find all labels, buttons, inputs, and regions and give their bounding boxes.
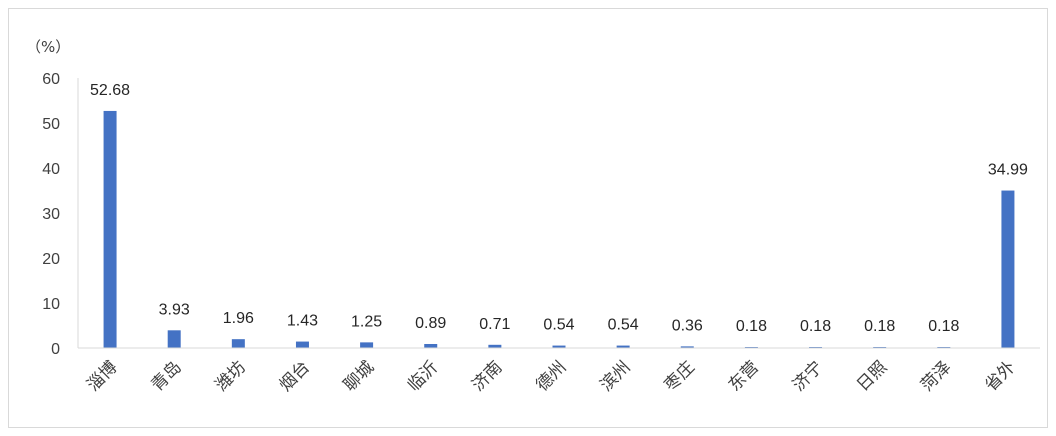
x-tick-label: 济宁 [789, 357, 827, 395]
data-label: 0.89 [415, 315, 446, 332]
y-axis-unit-label: （%） [26, 38, 70, 56]
y-tick-label: 50 [42, 116, 60, 133]
data-label: 1.96 [223, 310, 254, 327]
x-tick-label: 济南 [468, 357, 506, 395]
x-axis: 淄博 青岛 潍坊 烟台 聊城 临沂 济南 德州 滨州 枣庄 东营 济宁 日照 菏泽 省外 [78, 347, 1040, 396]
data-label: 3.93 [159, 301, 190, 318]
bar [1001, 190, 1015, 348]
bar [360, 342, 374, 348]
data-label: 34.99 [988, 162, 1028, 179]
data-label: 0.18 [864, 318, 895, 335]
bar [103, 110, 117, 348]
data-labels: 52.68 3.93 1.96 1.43 1.25 0.89 0.71 0.54 0.54 0.3… [90, 82, 1028, 335]
data-label: 0.18 [736, 318, 767, 335]
data-label: 0.54 [608, 317, 639, 334]
x-tick-label: 日照 [853, 357, 891, 395]
x-tick-label: 枣庄 [661, 357, 699, 395]
x-tick-label: 菏泽 [917, 357, 955, 395]
x-tick-label: 滨州 [596, 357, 634, 395]
x-tick-label: 青岛 [148, 357, 186, 395]
y-tick-label: 10 [42, 296, 60, 313]
x-tick-label: 省外 [981, 357, 1019, 395]
chart-frame [8, 8, 1048, 428]
bar [552, 345, 566, 348]
data-label: 0.36 [672, 317, 703, 334]
bar [167, 330, 181, 348]
bar [295, 341, 309, 348]
y-axis: 0 10 20 30 40 50 60 [42, 71, 79, 358]
x-tick-label: 淄博 [83, 357, 121, 395]
x-tick-label: 聊城 [340, 357, 378, 395]
data-label: 0.18 [928, 318, 959, 335]
bar [424, 343, 438, 348]
y-tick-label: 40 [42, 161, 60, 178]
y-tick-label: 20 [42, 251, 60, 268]
bar [616, 345, 630, 348]
data-label: 1.43 [287, 313, 318, 330]
bar [231, 339, 245, 348]
data-label: 0.54 [543, 317, 574, 334]
data-label: 0.71 [479, 316, 510, 333]
data-label: 1.25 [351, 313, 382, 330]
bar [488, 344, 502, 348]
data-label: 0.18 [800, 318, 831, 335]
y-tick-label: 60 [42, 71, 60, 88]
x-tick-label: 烟台 [276, 357, 314, 395]
x-tick-label: 德州 [532, 357, 570, 395]
x-tick-label: 潍坊 [212, 357, 250, 395]
y-tick-label: 30 [42, 206, 60, 223]
data-label: 52.68 [90, 82, 130, 99]
bar [680, 346, 694, 348]
x-tick-label: 东营 [725, 357, 763, 395]
y-tick-label: 0 [51, 341, 60, 358]
x-tick-label: 临沂 [404, 357, 442, 395]
